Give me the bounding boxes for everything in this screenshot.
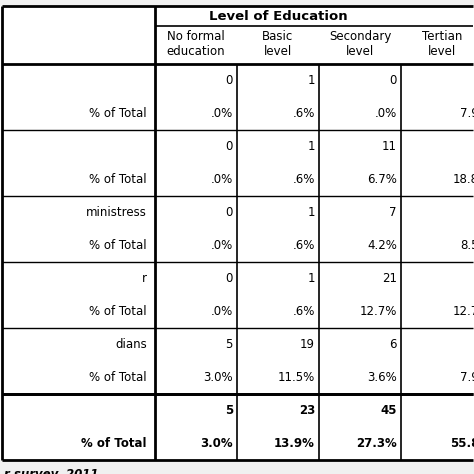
Text: 0: 0 <box>226 74 233 87</box>
Text: 55.8: 55.8 <box>450 437 474 450</box>
Text: 1: 1 <box>308 206 315 219</box>
Text: Secondary
level: Secondary level <box>329 30 391 58</box>
Text: .0%: .0% <box>375 107 397 120</box>
Text: No formal
education: No formal education <box>167 30 225 58</box>
Text: 6.7%: 6.7% <box>367 173 397 186</box>
Text: % of Total: % of Total <box>90 305 147 318</box>
Text: 1: 1 <box>308 74 315 87</box>
Text: % of Total: % of Total <box>90 107 147 120</box>
Text: .0%: .0% <box>211 107 233 120</box>
Text: 0: 0 <box>226 206 233 219</box>
Text: .6%: .6% <box>292 305 315 318</box>
Text: 3.6%: 3.6% <box>367 371 397 384</box>
Text: 13.9%: 13.9% <box>274 437 315 450</box>
Text: Basic
level: Basic level <box>263 30 293 58</box>
Text: % of Total: % of Total <box>90 239 147 252</box>
Text: 23: 23 <box>299 404 315 417</box>
Text: 11: 11 <box>382 140 397 153</box>
Text: 3.0%: 3.0% <box>201 437 233 450</box>
Text: 1: 1 <box>308 140 315 153</box>
Text: 18.8: 18.8 <box>453 173 474 186</box>
Text: .6%: .6% <box>292 107 315 120</box>
Text: % of Total: % of Total <box>82 437 147 450</box>
Text: 7.9: 7.9 <box>460 371 474 384</box>
Text: 0: 0 <box>226 140 233 153</box>
Text: .6%: .6% <box>292 239 315 252</box>
Text: dians: dians <box>115 338 147 351</box>
Text: 0: 0 <box>226 272 233 285</box>
Text: r survey, 2011: r survey, 2011 <box>4 468 99 474</box>
Text: Tertian
level: Tertian level <box>422 30 462 58</box>
Text: 12.7%: 12.7% <box>360 305 397 318</box>
Text: 21: 21 <box>382 272 397 285</box>
Text: .0%: .0% <box>211 173 233 186</box>
Text: 19: 19 <box>300 338 315 351</box>
Text: 7.9: 7.9 <box>460 107 474 120</box>
Text: 5: 5 <box>226 338 233 351</box>
Text: Level of Education: Level of Education <box>209 9 347 22</box>
Text: 5: 5 <box>225 404 233 417</box>
Text: 4.2%: 4.2% <box>367 239 397 252</box>
Text: 27.3%: 27.3% <box>356 437 397 450</box>
Text: 11.5%: 11.5% <box>278 371 315 384</box>
Text: 1: 1 <box>308 272 315 285</box>
Text: 6: 6 <box>390 338 397 351</box>
Text: .6%: .6% <box>292 173 315 186</box>
Text: 12.7: 12.7 <box>453 305 474 318</box>
Text: ministress: ministress <box>86 206 147 219</box>
Text: 7: 7 <box>390 206 397 219</box>
Text: % of Total: % of Total <box>90 173 147 186</box>
Text: .0%: .0% <box>211 305 233 318</box>
Text: .0%: .0% <box>211 239 233 252</box>
Text: 0: 0 <box>390 74 397 87</box>
Text: % of Total: % of Total <box>90 371 147 384</box>
Text: 3.0%: 3.0% <box>203 371 233 384</box>
Text: 8.5: 8.5 <box>461 239 474 252</box>
Text: r: r <box>142 272 147 285</box>
Text: 45: 45 <box>381 404 397 417</box>
